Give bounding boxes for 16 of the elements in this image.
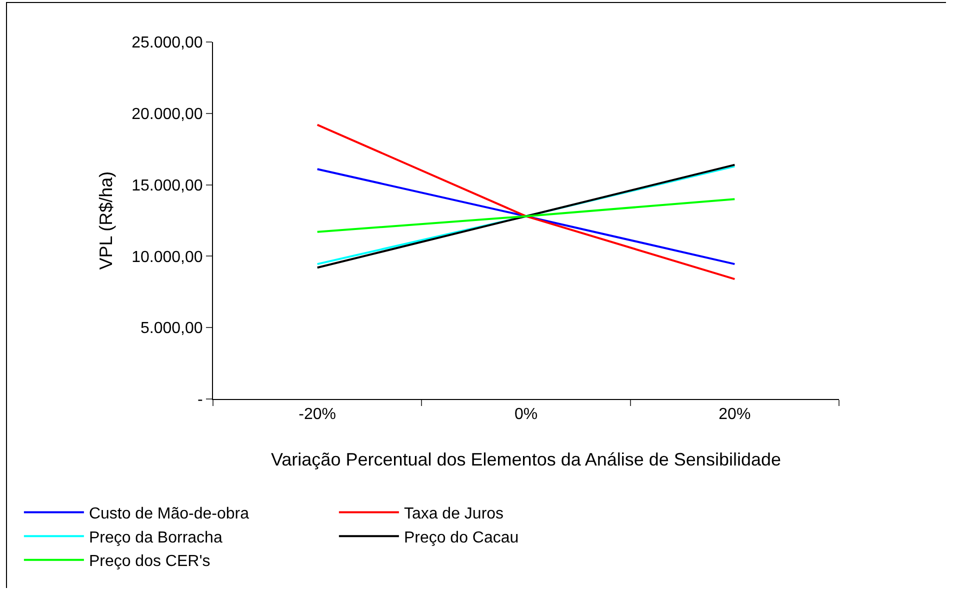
y-tick-label: 25.000,00 bbox=[132, 34, 203, 52]
x-tick-label: 20% bbox=[718, 406, 751, 424]
y-tick-label: 10.000,00 bbox=[132, 248, 203, 266]
y-tick-label: 20.000,00 bbox=[132, 106, 203, 123]
legend-label: Preço da Borracha bbox=[88, 529, 222, 546]
x-tick-label: 0% bbox=[514, 406, 538, 424]
x-axis-title: Variação Percentual dos Elementos da Análise de Sensibilidade bbox=[271, 449, 781, 470]
legend-label: Taxa de Juros bbox=[404, 506, 504, 523]
y-tick-label: - bbox=[197, 392, 203, 409]
legend-label: Preço dos CER's bbox=[88, 553, 210, 570]
legend-label: Preço do Cacau bbox=[404, 529, 519, 546]
y-tick-label: 15.000,00 bbox=[132, 177, 203, 194]
x-tick-label: -20% bbox=[298, 406, 336, 424]
legend-label: Custo de Mão-de-obra bbox=[88, 506, 250, 523]
y-axis-title: VPL (R$/ha) bbox=[96, 171, 116, 270]
y-tick-label: 5.000,00 bbox=[140, 320, 203, 338]
